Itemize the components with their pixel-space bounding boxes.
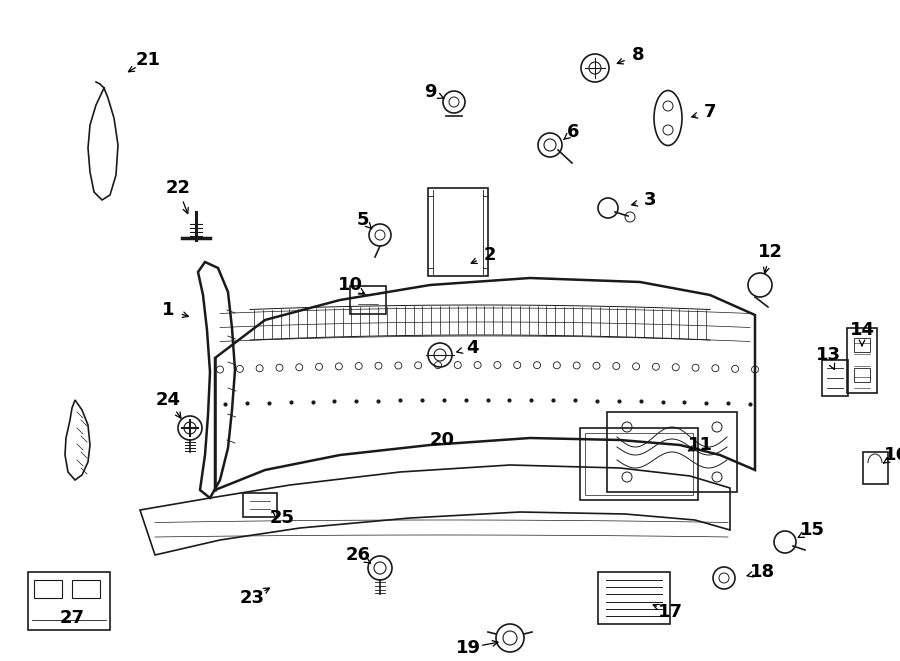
Text: 19: 19 bbox=[455, 639, 481, 657]
Text: 25: 25 bbox=[269, 509, 294, 527]
Text: 2: 2 bbox=[484, 246, 496, 264]
Text: 4: 4 bbox=[466, 339, 478, 357]
Text: 11: 11 bbox=[688, 436, 713, 454]
Text: 22: 22 bbox=[166, 179, 191, 197]
Text: 27: 27 bbox=[59, 609, 85, 627]
Text: 12: 12 bbox=[758, 243, 782, 261]
Text: 26: 26 bbox=[346, 546, 371, 564]
Text: 15: 15 bbox=[799, 521, 824, 539]
Text: 20: 20 bbox=[429, 431, 454, 449]
Text: 10: 10 bbox=[338, 276, 363, 294]
Text: 16: 16 bbox=[884, 446, 900, 464]
Text: 6: 6 bbox=[567, 123, 580, 141]
Text: 5: 5 bbox=[356, 211, 369, 229]
Text: 8: 8 bbox=[632, 46, 644, 64]
Text: 3: 3 bbox=[644, 191, 656, 209]
Text: 7: 7 bbox=[704, 103, 716, 121]
Text: 24: 24 bbox=[156, 391, 181, 409]
Text: 18: 18 bbox=[750, 563, 775, 581]
Text: 9: 9 bbox=[424, 83, 436, 101]
Text: 1: 1 bbox=[162, 301, 175, 319]
Text: 23: 23 bbox=[239, 589, 265, 607]
Text: 21: 21 bbox=[136, 51, 160, 69]
Text: 14: 14 bbox=[850, 321, 875, 339]
Text: 17: 17 bbox=[658, 603, 682, 621]
Text: 13: 13 bbox=[815, 346, 841, 364]
